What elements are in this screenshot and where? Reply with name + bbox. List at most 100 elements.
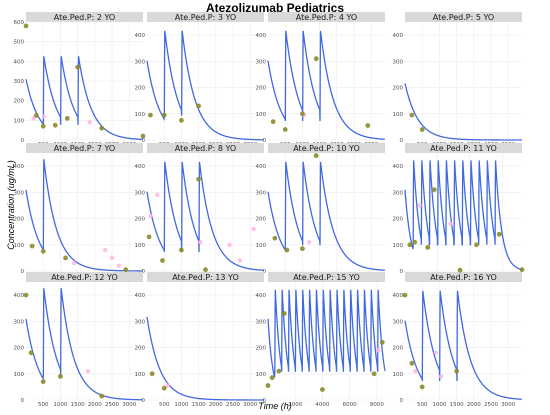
simulated-point	[165, 383, 170, 388]
y-tick-label: 100	[135, 112, 146, 118]
observed-point	[75, 64, 81, 70]
x-tick-label: 8000	[370, 402, 384, 408]
y-tick-label: 100	[256, 372, 267, 378]
observed-point	[196, 176, 202, 182]
y-tick-label: 0	[263, 269, 267, 275]
x-tick-label: 6000	[343, 402, 357, 408]
simulated-point	[71, 260, 77, 266]
model-curve	[267, 161, 385, 271]
x-tick-label: 4000	[315, 402, 329, 408]
x-tick-label: 500	[159, 402, 170, 408]
y-tick-label: 200	[135, 86, 146, 92]
facet-strip-label: Ate.Ped.P: 3 YO	[175, 13, 236, 22]
observed-point	[161, 112, 167, 118]
x-tick-label: 3000	[501, 402, 515, 408]
facet-strip-label: Ate.Ped.P: 13 YO	[172, 273, 239, 282]
observed-point	[412, 239, 418, 245]
observed-point	[454, 368, 460, 374]
y-tick-label: 0	[142, 138, 146, 144]
observed-point	[282, 127, 288, 132]
observed-point	[313, 153, 319, 159]
observed-point	[272, 235, 278, 241]
observed-point	[431, 187, 437, 193]
y-tick-label: 100	[393, 112, 404, 118]
y-tick-label: 0	[21, 269, 25, 275]
facet-strip	[405, 143, 522, 153]
simulated-point	[198, 239, 203, 245]
x-tick-label: 2500	[484, 402, 498, 408]
facet-strip-label: Ate.Ped.P: 16 YO	[430, 273, 497, 282]
observed-point	[265, 383, 271, 388]
x-tick-label: 1500	[450, 402, 464, 408]
y-tick-label: 0	[400, 269, 404, 275]
model-curve	[146, 161, 264, 271]
y-tick-label: 300	[256, 319, 267, 325]
observed-point	[474, 242, 479, 248]
simulated-point	[433, 350, 439, 355]
y-tick-label: 300	[135, 319, 146, 325]
x-tick-label: 2500	[105, 402, 119, 408]
chart-title: Atezolizumab Pediatrics	[205, 1, 345, 15]
y-tick-label: 400	[135, 33, 146, 39]
x-tick-label: 1500	[192, 402, 206, 408]
observed-point	[146, 234, 152, 240]
observed-point	[33, 113, 39, 118]
simulated-point	[227, 242, 232, 247]
observed-point	[457, 267, 463, 273]
observed-point	[28, 350, 34, 356]
y-tick-label: 200	[14, 346, 25, 352]
x-tick-label: 1000	[432, 402, 446, 408]
y-tick-label: 0	[142, 269, 146, 275]
observed-point	[23, 23, 29, 29]
x-tick-label: 3000	[243, 402, 257, 408]
facet-strip	[147, 272, 264, 282]
observed-point	[149, 371, 155, 377]
y-tick-label: 200	[135, 346, 146, 352]
y-tick-label: 400	[256, 33, 267, 39]
simulated-point	[251, 226, 256, 232]
y-tick-label: 100	[14, 372, 25, 378]
facet-strip-label: Ate.Ped.P: 4 YO	[296, 13, 357, 22]
model-curve	[25, 56, 143, 141]
y-tick-label: 400	[393, 293, 404, 299]
x-tick-label: 2000	[467, 402, 481, 408]
simulated-point	[448, 221, 453, 226]
x-tick-label: 1500	[71, 402, 85, 408]
observed-point	[425, 245, 431, 250]
model-curve	[25, 159, 143, 272]
observed-point	[123, 267, 129, 273]
y-tick-label: 100	[135, 243, 146, 249]
observed-point	[29, 243, 35, 249]
facet-strip	[147, 12, 264, 22]
facet-strip	[268, 272, 385, 282]
facet-strip-label: Ate.Ped.P: 8 YO	[175, 144, 236, 153]
x-tick-label: 1000	[174, 402, 188, 408]
observed-point	[52, 122, 58, 128]
observed-point	[496, 231, 502, 237]
y-tick-label: 100	[393, 243, 404, 249]
observed-point	[402, 292, 408, 298]
observed-point	[284, 247, 290, 253]
observed-point	[270, 119, 276, 125]
observed-point	[160, 258, 165, 263]
y-tick-label: 0	[400, 398, 404, 404]
model-curve	[404, 160, 523, 271]
y-tick-label: 0	[263, 398, 267, 404]
facet-strip-label: Ate.Ped.P: 7 YO	[54, 144, 115, 153]
simulated-point	[109, 255, 115, 261]
facet-strip	[268, 12, 385, 22]
simulated-point	[85, 368, 91, 374]
x-tick-label: 500	[417, 402, 428, 408]
observed-point	[179, 117, 184, 123]
y-tick-label: 300	[135, 190, 146, 196]
y-tick-label: 600	[14, 20, 25, 26]
y-tick-label: 200	[393, 217, 404, 223]
y-tick-label: 100	[14, 243, 25, 249]
x-tick-label: 2500	[226, 402, 240, 408]
facet-strip-label: Ate.Ped.P: 2 YO	[54, 13, 115, 22]
observed-point	[519, 267, 525, 273]
y-tick-label: 200	[256, 86, 267, 92]
simulated-point	[87, 120, 92, 125]
y-tick-label: 300	[135, 59, 146, 65]
